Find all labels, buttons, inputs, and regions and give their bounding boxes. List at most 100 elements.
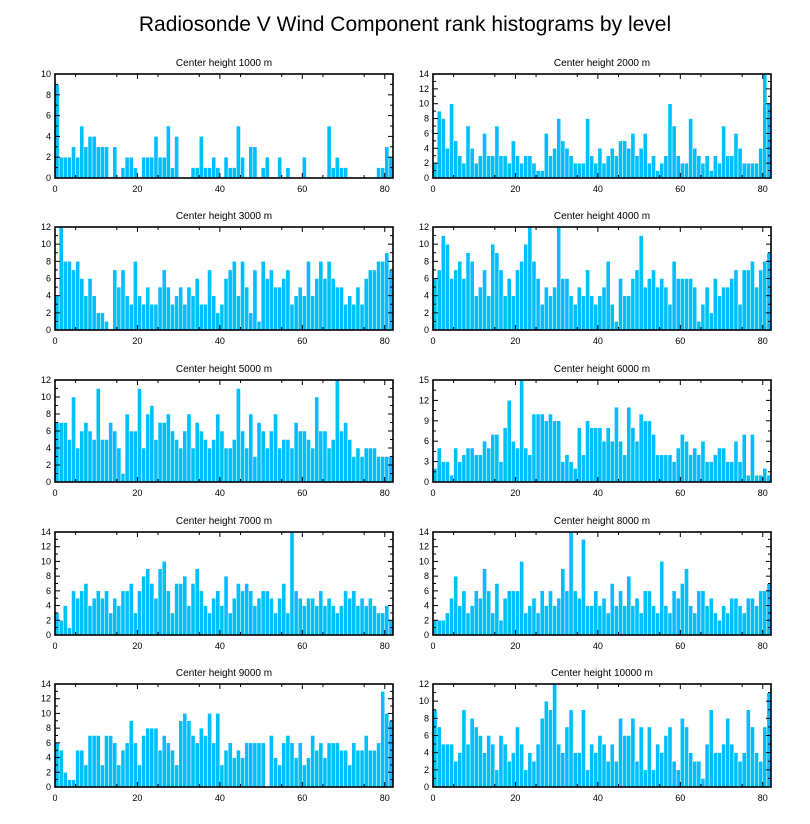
bar (552, 286, 557, 331)
bar (141, 447, 146, 483)
bar (696, 761, 702, 788)
y-tick-label: 6 (46, 586, 51, 596)
bar (219, 764, 225, 788)
bar (708, 709, 714, 788)
bar (145, 568, 151, 636)
bar (83, 146, 89, 179)
bar (647, 726, 652, 788)
bar (506, 400, 512, 483)
bar (453, 269, 458, 331)
bar (153, 727, 159, 788)
y-tick-label: 6 (424, 128, 429, 138)
bar (335, 379, 340, 483)
bar (149, 583, 155, 636)
bar (199, 430, 204, 483)
bar (194, 422, 200, 483)
bar (630, 133, 636, 179)
bar (211, 742, 217, 788)
bar (137, 764, 142, 788)
bar (684, 162, 689, 179)
y-tick-label: 8 (46, 571, 51, 581)
x-tick-label: 0 (52, 184, 57, 194)
bar (461, 454, 467, 483)
bar (182, 304, 188, 331)
bar (153, 597, 159, 636)
bar (133, 742, 138, 788)
bar (680, 434, 685, 483)
bar (675, 155, 681, 179)
bar (281, 742, 287, 788)
bar (539, 304, 545, 331)
bar (231, 261, 237, 331)
bar (273, 757, 278, 788)
bar (593, 752, 599, 788)
figure-title: Radiosonde V Wind Component rank histogr… (139, 13, 671, 36)
bar (269, 269, 274, 331)
bar (478, 155, 483, 179)
bar (145, 286, 151, 331)
bar (449, 103, 454, 179)
bar (174, 136, 179, 179)
bar (244, 447, 249, 483)
bar (71, 590, 76, 636)
bar (223, 156, 229, 179)
bar (161, 269, 167, 331)
bar (384, 252, 390, 331)
bar (182, 713, 188, 788)
bar (124, 742, 130, 788)
bar (203, 605, 208, 636)
bar (605, 427, 611, 483)
y-tick-label: 10 (41, 239, 51, 249)
bar (478, 286, 483, 331)
bar (199, 727, 204, 788)
bar (750, 434, 755, 483)
bar (359, 749, 365, 788)
bar (700, 162, 706, 179)
bar (376, 167, 381, 179)
x-tick-label: 0 (52, 336, 57, 346)
bar (494, 434, 500, 483)
bar (264, 278, 270, 331)
bar (112, 430, 118, 483)
bar (178, 720, 184, 788)
bar (601, 597, 607, 636)
bar (347, 764, 353, 788)
bar (490, 743, 496, 788)
y-tick-label: 14 (41, 527, 51, 537)
bar (671, 461, 677, 483)
bar (83, 583, 89, 636)
bar (161, 156, 167, 179)
bar (498, 620, 504, 636)
bar (190, 447, 196, 483)
y-tick-label: 8 (424, 114, 429, 124)
bar (568, 709, 574, 788)
y-tick-label: 4 (424, 291, 429, 301)
bar (688, 752, 693, 788)
bar (461, 278, 467, 331)
bar (667, 612, 673, 636)
bar (473, 454, 479, 483)
y-tick-label: 6 (46, 738, 51, 748)
bar (203, 167, 208, 179)
x-tick-label: 40 (215, 641, 225, 651)
x-tick-label: 80 (758, 184, 768, 194)
bar (149, 156, 155, 179)
bar (343, 167, 348, 179)
bar (741, 269, 747, 331)
bar (560, 752, 566, 788)
bar (153, 304, 159, 331)
bar (642, 590, 648, 636)
bar (746, 597, 751, 636)
bar (548, 413, 553, 483)
bar (170, 430, 175, 483)
bar (675, 597, 681, 636)
bar (223, 749, 229, 788)
bar (376, 261, 381, 331)
x-tick-label: 60 (675, 641, 685, 651)
bar (83, 422, 89, 483)
bar (638, 726, 644, 788)
x-tick-label: 0 (430, 184, 435, 194)
bar (544, 420, 549, 483)
bar (285, 612, 291, 636)
x-tick-label: 0 (430, 793, 435, 803)
